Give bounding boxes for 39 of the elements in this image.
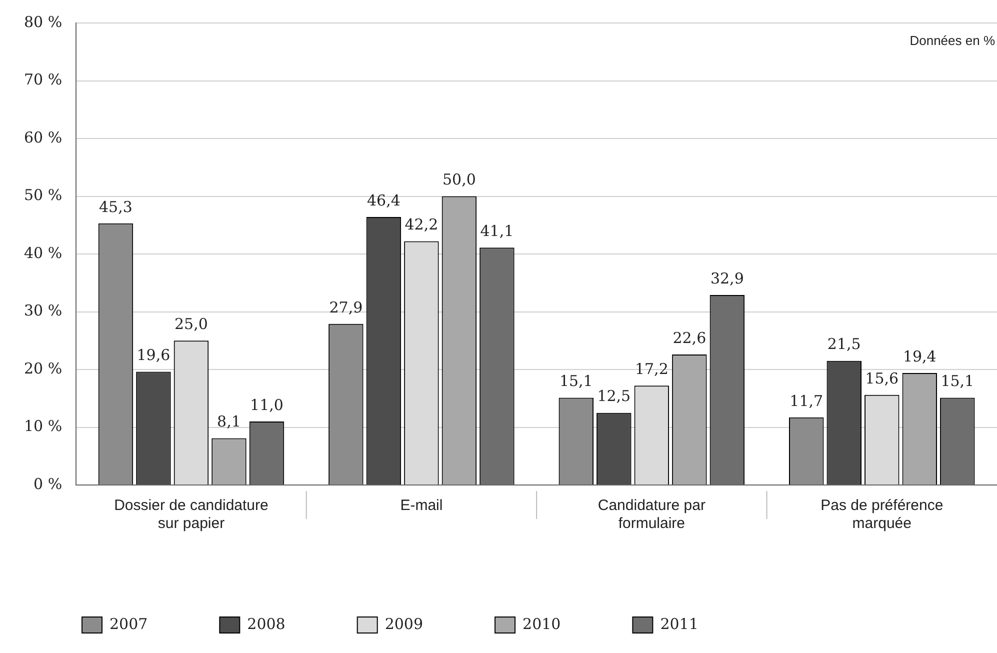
- y-tick-label: 70 %: [24, 70, 62, 89]
- data-label: 32,9: [710, 269, 744, 288]
- x-tick-label: Candidature par formulaire: [598, 497, 706, 532]
- data-label: 19,6: [136, 346, 170, 364]
- data-label: 27,9: [329, 298, 363, 316]
- legend-label: 2008: [247, 614, 286, 633]
- y-tick-label: 50 %: [24, 186, 62, 204]
- x-tick-label: E-mail: [400, 497, 443, 514]
- y-tick-label: 80 %: [24, 12, 62, 31]
- data-label: 8,1: [217, 412, 241, 431]
- data-label: 12,5: [597, 387, 631, 406]
- data-label: 19,4: [902, 347, 936, 366]
- data-label: 15,1: [559, 372, 593, 390]
- y-tick-label: 30 %: [24, 302, 62, 320]
- y-tick-label: 0 %: [34, 474, 62, 493]
- legend-label: 2007: [110, 614, 148, 633]
- data-label: 11,0: [250, 396, 284, 414]
- data-label: 45,3: [99, 198, 132, 216]
- data-label: 15,6: [865, 369, 899, 388]
- data-label: 41,1: [480, 222, 514, 240]
- annotation: Données en %: [910, 33, 996, 48]
- data-label: 22,6: [672, 328, 706, 347]
- data-label: 42,2: [404, 216, 438, 234]
- legend-label: 2011: [660, 614, 698, 633]
- data-label: 50,0: [442, 170, 476, 189]
- legend-label: 2009: [384, 614, 424, 633]
- data-label: 25,0: [174, 315, 208, 334]
- data-label: 17,2: [634, 360, 668, 378]
- x-tick-label: Dossier de candidature sur papier: [114, 497, 268, 532]
- y-tick-label: 20 %: [24, 359, 62, 378]
- y-tick-label: 60 %: [24, 128, 62, 146]
- y-tick-label: 40 %: [24, 244, 62, 262]
- x-tick-label: Pas de préférence marquée: [820, 497, 944, 532]
- data-label: 21,5: [827, 335, 861, 354]
- data-label: 11,7: [790, 392, 824, 410]
- data-label: 46,4: [366, 191, 400, 210]
- legend-label: 2010: [522, 614, 561, 633]
- data-label: 15,1: [940, 372, 974, 390]
- y-tick-label: 10 %: [24, 417, 62, 436]
